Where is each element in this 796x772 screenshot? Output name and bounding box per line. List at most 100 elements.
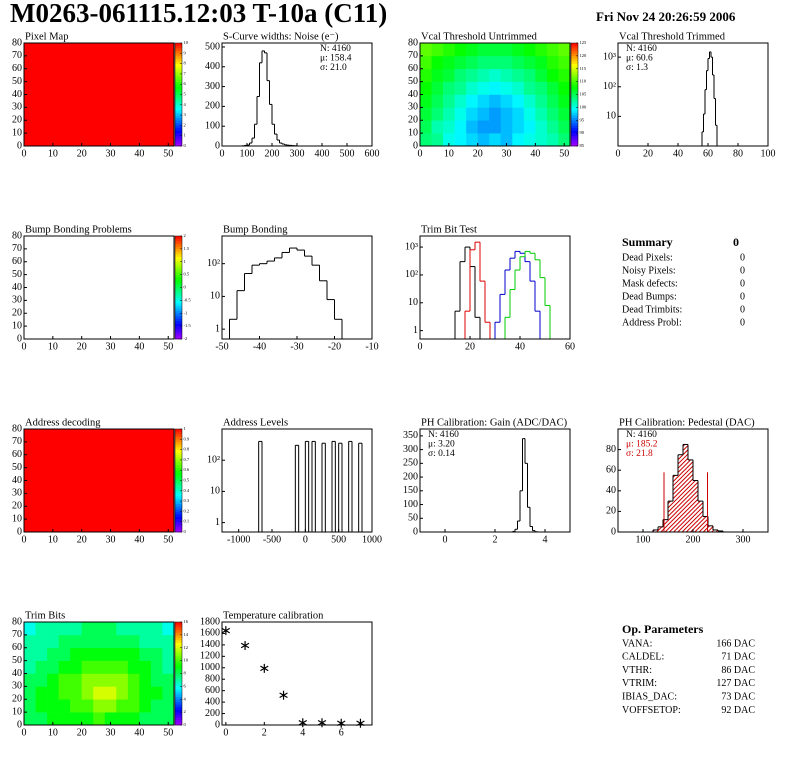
y-tick-label: 0: [413, 140, 418, 151]
colorbar-step: [175, 61, 182, 64]
colorbar-step: [175, 483, 182, 486]
heatmap-cell: [104, 634, 117, 649]
colorbar-step: [571, 55, 578, 59]
colorbar-step: [175, 107, 182, 111]
colorbar-label: 0.1: [184, 519, 190, 524]
y-tick-label: 1400: [200, 639, 220, 650]
colorbar-step: [175, 501, 182, 504]
heatmap-cell: [81, 634, 94, 649]
colorbar-step: [571, 143, 578, 147]
heatmap-cell: [24, 634, 36, 649]
colorbar-step: [175, 642, 182, 646]
colorbar-step: [175, 94, 182, 98]
x-tick-label: 2: [262, 727, 267, 738]
colorbar-step: [175, 246, 182, 250]
colorbar-step: [175, 238, 182, 242]
x-tick-label: 50: [163, 727, 173, 738]
star-marker: [240, 640, 250, 650]
colorbar-label: 0.3: [184, 498, 190, 503]
x-tick-label: 40: [673, 148, 683, 159]
bar-fill: [663, 519, 668, 532]
heatmap-cell: [35, 699, 48, 713]
heatmap-cell: [35, 712, 48, 726]
colorbar-label: 1: [184, 426, 186, 431]
y-tick-label: 100: [205, 120, 220, 131]
colorbar-step: [175, 243, 182, 247]
y-tick-label: 50: [12, 76, 22, 87]
summary-label: Dead Bumps:: [622, 291, 677, 302]
colorbar-label: 2: [184, 709, 186, 714]
colorbar-step: [175, 261, 182, 265]
heatmap-cell: [93, 673, 106, 687]
colorbar-step: [175, 480, 182, 484]
colorbar-step: [175, 120, 182, 124]
heatmap-cell: [81, 647, 94, 661]
colorbar-step: [175, 477, 182, 481]
x-tick-label: 4: [300, 727, 305, 738]
heatmap-cell: [24, 622, 36, 636]
colorbar-step: [571, 99, 578, 103]
colorbar-step: [571, 127, 578, 131]
colorbar-step: [175, 495, 182, 499]
heatmap-cell: [489, 55, 502, 70]
heatmap-cell: [47, 673, 59, 687]
heatmap-cell: [104, 660, 117, 674]
heatmap-cell: [93, 622, 106, 636]
colorbar-step: [571, 43, 578, 46]
heatmap-cell: [127, 622, 140, 636]
heatmap-cell: [70, 686, 82, 700]
heatmap-cell: [116, 673, 129, 687]
heatmap-cell: [24, 660, 36, 674]
x-tick-label: 30: [106, 534, 116, 545]
colorbar-step: [175, 256, 182, 260]
x-tick-label: 20: [77, 534, 87, 545]
y-tick-label: 80: [12, 37, 22, 48]
y-tick-label: 20: [12, 694, 22, 705]
colorbar-step: [175, 668, 182, 672]
colorbar-label: 16: [184, 619, 189, 624]
colorbar-step: [571, 84, 578, 88]
heatmap-cell: [58, 686, 71, 700]
y-tick-label: 20: [408, 115, 418, 126]
plot-frame: [221, 621, 373, 726]
colorbar-step: [571, 68, 578, 72]
colorbar-label: -1.5: [184, 323, 192, 328]
colorbar-label: 0.6: [184, 467, 190, 472]
heatmap-cell: [81, 712, 94, 726]
colorbar-step: [571, 117, 578, 121]
colorbar-step: [175, 434, 182, 438]
colorbar-step: [571, 79, 578, 82]
heatmap-cell: [116, 699, 129, 713]
heatmap-cell: [500, 68, 513, 82]
star-marker: [279, 690, 288, 700]
y-tick-label: 0: [17, 526, 22, 537]
heatmap-cell: [116, 712, 129, 726]
colorbar-step: [571, 81, 578, 85]
heatmap-cell: [81, 673, 94, 687]
colorbar-step: [175, 665, 182, 669]
heatmap-cell: [47, 660, 59, 674]
colorbar-step: [571, 125, 578, 129]
op-value: 86 DAC: [721, 665, 755, 676]
heatmap-cell: [139, 673, 152, 687]
x-tick-label: -500: [263, 534, 281, 545]
y-tick-label: 10: [606, 111, 616, 122]
heatmap-cell: [420, 133, 432, 147]
heatmap-cell: [35, 647, 48, 661]
heatmap-cell: [70, 634, 82, 649]
y-tick-label: 60: [12, 642, 22, 653]
heatmap-cell: [58, 647, 71, 661]
y-tick-label: 200: [205, 708, 220, 719]
stats-line: N: 4160: [626, 430, 657, 440]
y-tick-label: 1000: [200, 662, 220, 673]
x-tick-label: 10: [48, 727, 58, 738]
colorbar-step: [175, 315, 182, 319]
colorbar-step: [175, 429, 182, 432]
heatmap-cell: [116, 634, 129, 649]
colorbar-step: [175, 459, 182, 463]
heatmap-cell: [489, 43, 502, 57]
heatmap-cell: [431, 68, 444, 82]
heatmap-cell: [500, 43, 513, 57]
heatmap-cell: [512, 133, 525, 147]
colorbar-step: [175, 516, 182, 520]
